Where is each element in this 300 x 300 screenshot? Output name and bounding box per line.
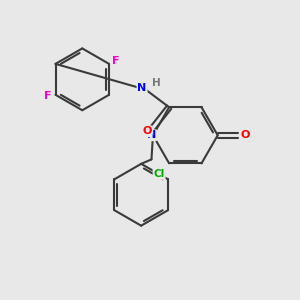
Text: F: F: [44, 91, 51, 101]
Text: H: H: [152, 78, 161, 88]
Text: N: N: [137, 83, 147, 93]
Text: O: O: [142, 126, 152, 136]
Text: O: O: [240, 130, 250, 140]
Text: F: F: [112, 56, 119, 66]
Text: N: N: [147, 130, 156, 140]
Text: Cl: Cl: [154, 169, 165, 179]
